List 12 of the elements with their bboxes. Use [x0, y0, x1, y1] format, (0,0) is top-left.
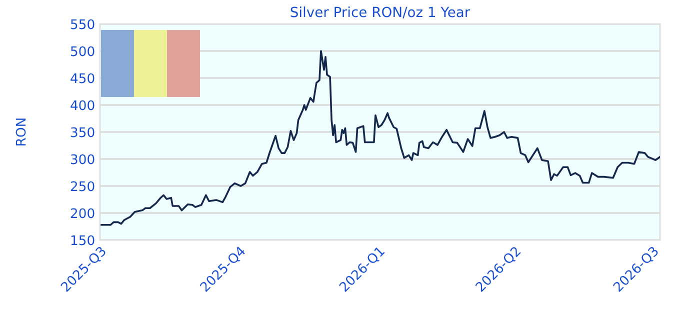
- y-tick-label: 500: [70, 46, 94, 56]
- y-tick-label: 450: [70, 73, 94, 84]
- chart-title: Silver Price RON/oz 1 Year: [290, 6, 470, 18]
- y-tick-label: 550: [70, 19, 94, 30]
- y-tick-label: 200: [70, 208, 94, 218]
- y-tick-label: 250: [70, 181, 94, 192]
- y-tick-label: 350: [70, 127, 94, 138]
- y-axis-title: RON: [16, 118, 26, 146]
- y-tick-label: 300: [70, 154, 94, 164]
- y-tick-label: 150: [71, 235, 94, 246]
- line-series: [100, 50, 660, 226]
- y-tick-label: 400: [70, 100, 94, 110]
